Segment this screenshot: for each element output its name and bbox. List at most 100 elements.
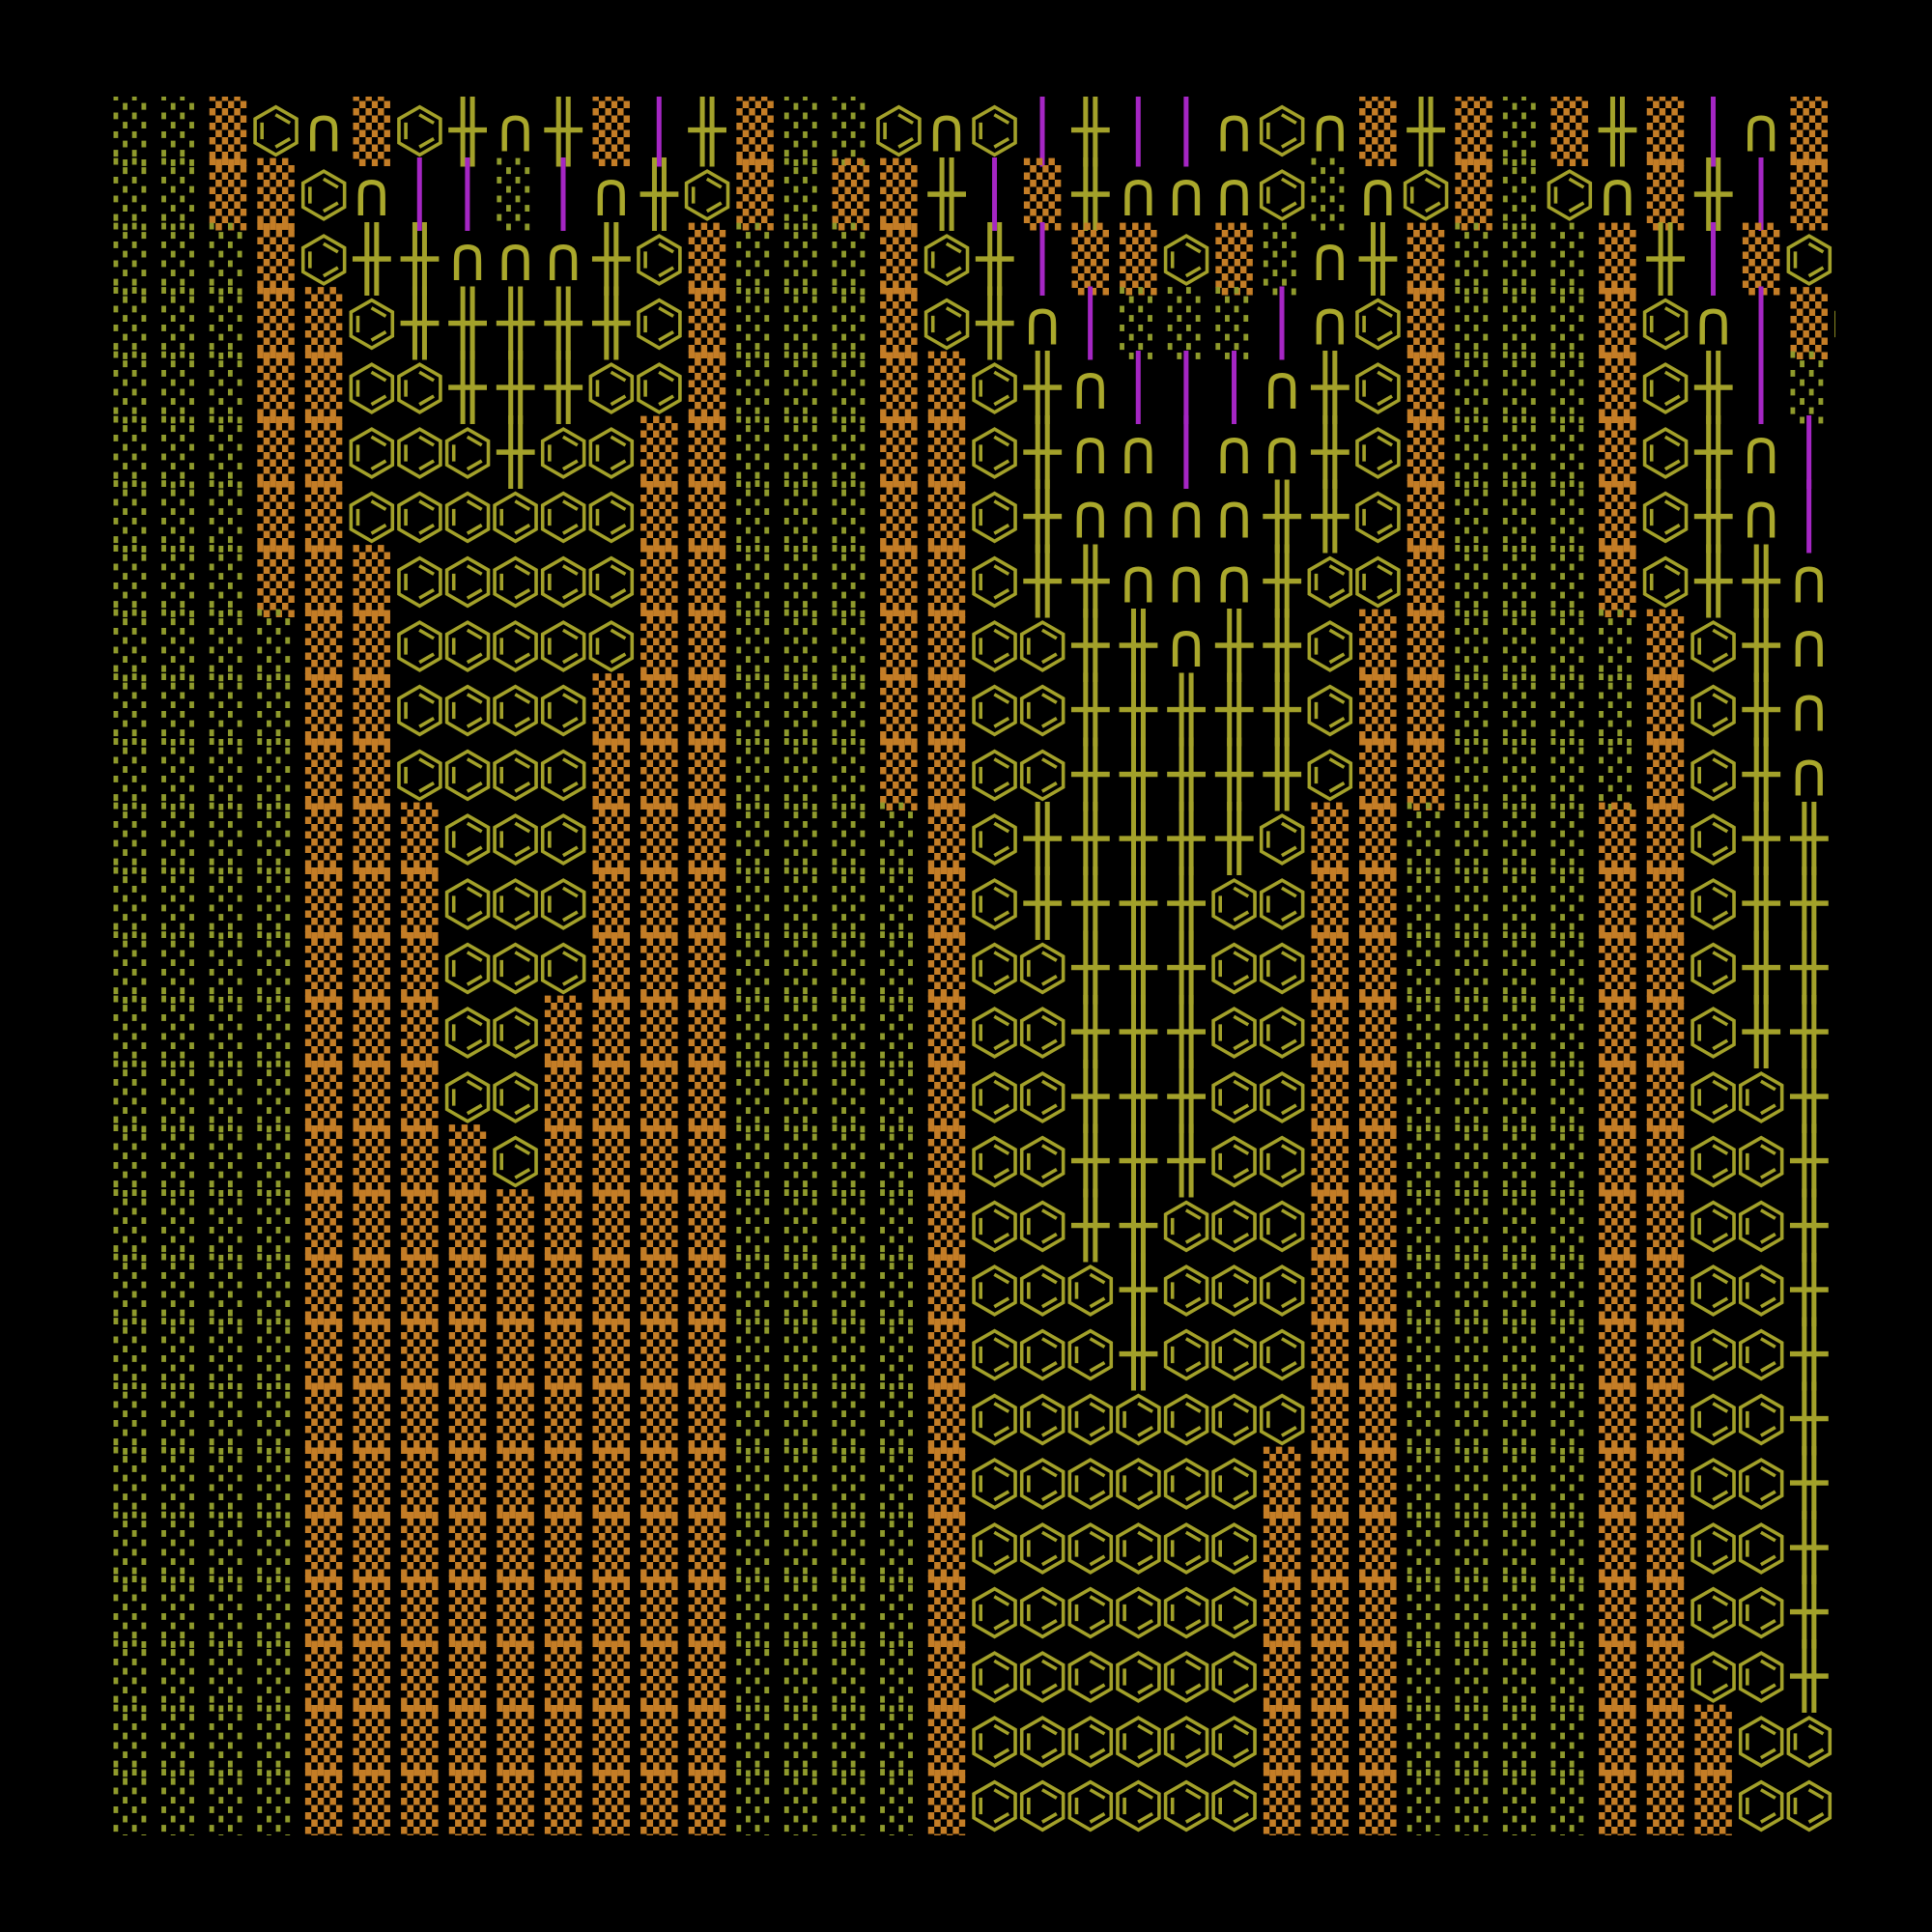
glyph: ░	[1599, 737, 1636, 810]
glyph: ╫	[1167, 929, 1207, 1004]
glyph: ░	[161, 673, 199, 747]
glyph: ▒	[928, 544, 966, 617]
glyph: │	[545, 156, 582, 231]
glyph: ▒	[928, 1511, 966, 1584]
glyph: ▒	[1599, 480, 1636, 554]
glyph: ⌬	[345, 482, 399, 554]
glyph: │	[1694, 221, 1732, 296]
glyph: ░	[114, 1381, 152, 1455]
glyph: ▒	[257, 544, 295, 617]
glyph: ⌬	[1734, 1062, 1788, 1133]
glyph: ▒	[449, 1575, 487, 1648]
glyph: ▒	[305, 1060, 343, 1133]
glyph: ░	[1455, 1253, 1492, 1326]
glyph: ╫	[1790, 1317, 1830, 1391]
glyph: ⌬	[1015, 1771, 1069, 1842]
glyph: ░	[880, 867, 918, 940]
glyph: ░	[1455, 1704, 1492, 1777]
glyph: ░	[1503, 802, 1541, 875]
glyph: ⌬	[440, 482, 495, 554]
glyph: ▒	[1599, 286, 1636, 359]
glyph: ▒	[1599, 1253, 1636, 1326]
glyph: ░	[114, 1188, 152, 1262]
glyph: ░	[1503, 222, 1541, 296]
glyph: ⌬	[1159, 1706, 1213, 1777]
glyph: ░	[161, 157, 199, 231]
glyph: ▒	[640, 1639, 678, 1713]
glyph: ▒	[1024, 157, 1062, 231]
glyph: ░	[784, 351, 822, 424]
glyph: ▒	[1743, 222, 1780, 296]
glyph: ▒	[689, 995, 726, 1068]
glyph: ⌬	[1159, 1255, 1213, 1326]
glyph: ▒	[593, 1188, 631, 1262]
glyph: ⌬	[871, 95, 925, 166]
glyph: ▒	[354, 544, 391, 617]
glyph: ░	[161, 1318, 199, 1391]
glyph: ░	[257, 1704, 295, 1777]
glyph: ╫	[544, 350, 583, 424]
glyph: ░	[1455, 609, 1492, 682]
glyph: ░	[114, 1253, 152, 1326]
glyph: ∩	[1359, 159, 1397, 231]
glyph: ░	[161, 1575, 199, 1648]
glyph: ╫	[1263, 543, 1302, 617]
glyph: ▒	[928, 1318, 966, 1391]
glyph: ⌬	[1064, 1513, 1118, 1584]
glyph: ⌬	[440, 417, 495, 489]
glyph: ▒	[1312, 1575, 1350, 1648]
glyph: ⌬	[968, 804, 1022, 875]
glyph: │	[1215, 350, 1253, 424]
glyph: ░	[114, 480, 152, 554]
glyph: ░	[161, 802, 199, 875]
glyph: ▒	[640, 544, 678, 617]
glyph: ░	[736, 1769, 774, 1842]
glyph: ▒	[689, 544, 726, 617]
glyph: ░	[1503, 609, 1541, 682]
glyph: ░	[114, 1639, 152, 1713]
glyph: ▒	[689, 415, 726, 489]
glyph: ▒	[640, 867, 678, 940]
glyph: ░	[833, 415, 870, 489]
glyph: ⌬	[345, 288, 399, 359]
glyph: ⌬	[1350, 353, 1405, 424]
glyph: ╫	[1071, 994, 1111, 1068]
glyph: ⌬	[584, 611, 639, 682]
glyph: ⌬	[392, 611, 446, 682]
glyph: ⌬	[1638, 288, 1692, 359]
glyph: ░	[1168, 286, 1206, 359]
glyph: ▒	[593, 867, 631, 940]
glyph: ⌬	[1159, 1513, 1213, 1584]
glyph: ▒	[354, 1318, 391, 1391]
glyph: ∩	[354, 159, 391, 231]
glyph: ╫	[1742, 672, 1781, 747]
glyph: ▒	[1599, 995, 1636, 1068]
glyph: ░	[257, 1511, 295, 1584]
glyph: ⌬	[920, 224, 974, 296]
glyph: ▒	[1599, 415, 1636, 489]
glyph: ▒	[257, 157, 295, 231]
glyph: │	[1168, 414, 1206, 489]
glyph: ╫	[448, 285, 488, 359]
glyph: ∩	[1599, 159, 1636, 231]
glyph: ▒	[1312, 1124, 1350, 1198]
glyph: ▒	[1647, 609, 1685, 682]
glyph: ░	[784, 609, 822, 682]
glyph: ▒	[736, 157, 774, 231]
glyph: ╫	[1119, 1317, 1158, 1391]
glyph: ⌬	[1255, 1255, 1309, 1326]
glyph: ▒	[1647, 1511, 1685, 1584]
glyph: ⌬	[1687, 1383, 1741, 1455]
glyph: ▒	[689, 867, 726, 940]
glyph: │	[1264, 285, 1301, 359]
glyph: ⌬	[1830, 288, 1884, 359]
glyph: ⌬	[1255, 1383, 1309, 1455]
glyph: ▒	[1359, 1381, 1397, 1455]
glyph: ⌬	[440, 546, 495, 617]
glyph: │	[640, 92, 678, 166]
glyph: ╫	[1071, 156, 1111, 231]
glyph: ▒	[449, 1253, 487, 1326]
glyph: ▒	[689, 737, 726, 810]
glyph: │	[1694, 92, 1732, 166]
